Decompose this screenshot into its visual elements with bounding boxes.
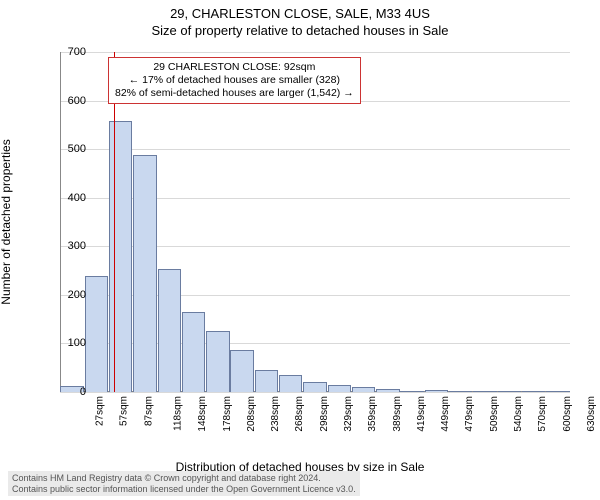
callout-line-1: 29 CHARLESTON CLOSE: 92sqm: [115, 61, 354, 74]
x-tick-label: 87sqm: [143, 396, 154, 426]
y-tick-label: 500: [46, 143, 86, 155]
bar: [376, 389, 399, 392]
x-tick-label: 148sqm: [197, 396, 208, 432]
bar: [303, 382, 326, 392]
bar: [328, 385, 351, 392]
x-tick-label: 479sqm: [465, 396, 476, 432]
bar: [158, 269, 181, 392]
bar: [473, 391, 496, 392]
bar: [522, 391, 545, 392]
x-tick-label: 509sqm: [489, 396, 500, 432]
x-tick-label: 268sqm: [295, 396, 306, 432]
callout-box: 29 CHARLESTON CLOSE: 92sqm← 17% of detac…: [108, 57, 361, 104]
grid-line: [60, 52, 570, 53]
x-tick-label: 359sqm: [367, 396, 378, 432]
bar: [425, 390, 448, 392]
bar: [133, 155, 156, 392]
bar: [449, 391, 472, 392]
chart-supertitle: 29, CHARLESTON CLOSE, SALE, M33 4US: [0, 0, 600, 21]
x-tick-label: 329sqm: [343, 396, 354, 432]
bar: [85, 276, 108, 392]
x-tick-label: 57sqm: [119, 396, 130, 426]
x-tick-label: 298sqm: [319, 396, 330, 432]
x-tick-label: 238sqm: [270, 396, 281, 432]
x-tick-label: 178sqm: [222, 396, 233, 432]
bar: [109, 121, 132, 392]
x-tick-label: 540sqm: [513, 396, 524, 432]
x-tick-label: 419sqm: [416, 396, 427, 432]
y-tick-label: 200: [46, 289, 86, 301]
bar: [352, 387, 375, 392]
y-tick-label: 100: [46, 337, 86, 349]
bar: [255, 370, 278, 392]
y-tick-label: 700: [46, 46, 86, 58]
bar: [182, 312, 205, 392]
bar: [498, 391, 521, 392]
bar: [279, 375, 302, 392]
y-tick-label: 0: [46, 386, 86, 398]
x-tick-label: 570sqm: [537, 396, 548, 432]
grid-line: [60, 149, 570, 150]
x-tick-label: 449sqm: [440, 396, 451, 432]
grid-line: [60, 392, 570, 393]
chart-title: Size of property relative to detached ho…: [0, 21, 600, 38]
x-tick-label: 118sqm: [172, 396, 183, 431]
footer-attribution: Contains HM Land Registry data © Crown c…: [8, 471, 360, 496]
y-tick-label: 600: [46, 95, 86, 107]
x-tick-label: 27sqm: [95, 396, 106, 426]
y-tick-label: 300: [46, 240, 86, 252]
bar: [400, 391, 423, 392]
bar: [206, 331, 229, 392]
footer-line-1: Contains HM Land Registry data © Crown c…: [12, 473, 356, 483]
bar: [230, 350, 253, 392]
callout-line-3: 82% of semi-detached houses are larger (…: [115, 87, 354, 100]
y-axis-label: Number of detached properties: [0, 139, 13, 304]
bar: [546, 391, 569, 392]
x-tick-label: 600sqm: [562, 396, 573, 432]
callout-line-2: ← 17% of detached houses are smaller (32…: [115, 74, 354, 87]
x-tick-label: 630sqm: [586, 396, 597, 432]
x-tick-label: 208sqm: [246, 396, 257, 432]
x-tick-label: 389sqm: [392, 396, 403, 432]
footer-line-2: Contains public sector information licen…: [12, 484, 356, 494]
y-tick-label: 400: [46, 192, 86, 204]
